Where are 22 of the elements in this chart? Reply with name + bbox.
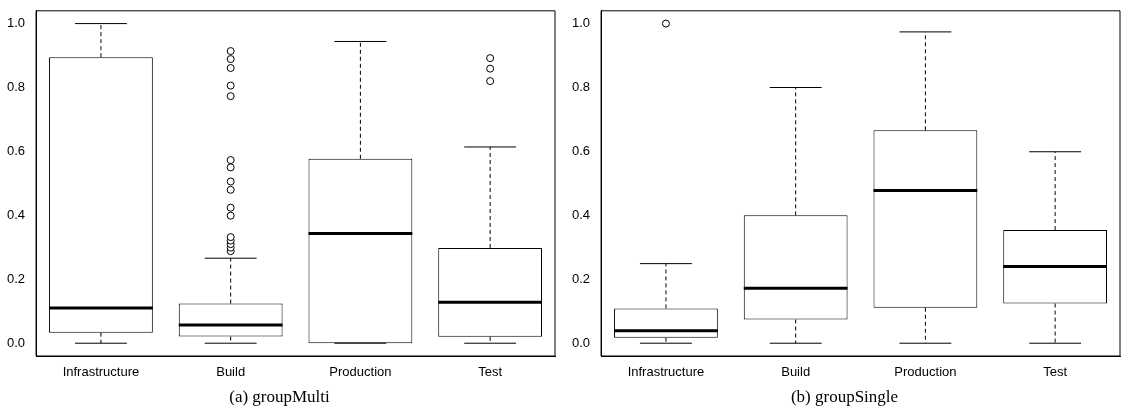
- y-tick-label: 0.2: [571, 270, 591, 286]
- y-tick-label: 0.8: [571, 79, 591, 95]
- x-tick-label: Production: [329, 364, 392, 380]
- y-tick-label: 0.2: [6, 270, 26, 286]
- y-tick-label: 0.8: [6, 79, 26, 95]
- y-tick-label: 0.4: [6, 206, 26, 222]
- y-tick-label: 1.0: [6, 15, 26, 31]
- x-tick-label: Test: [478, 364, 503, 380]
- x-tick-label: Build: [781, 364, 811, 380]
- x-tick-label: Infrastructure: [62, 364, 140, 380]
- x-tick-label: Production: [894, 364, 957, 380]
- x-tick-label: Build: [216, 364, 246, 380]
- y-tick-label: 0.0: [571, 334, 591, 350]
- y-tick-label: 0.0: [6, 334, 26, 350]
- y-tick-label: 0.4: [571, 206, 591, 222]
- y-tick-label: 0.6: [571, 143, 591, 159]
- text: (a) groupMulti: [229, 387, 331, 407]
- x-tick-label: Infrastructure: [627, 364, 705, 380]
- x-tick-label: Test: [1043, 364, 1068, 380]
- y-tick-label: 1.0: [571, 15, 591, 31]
- y-tick-label: 0.6: [6, 143, 26, 159]
- text: (b) groupSingle: [790, 387, 899, 407]
